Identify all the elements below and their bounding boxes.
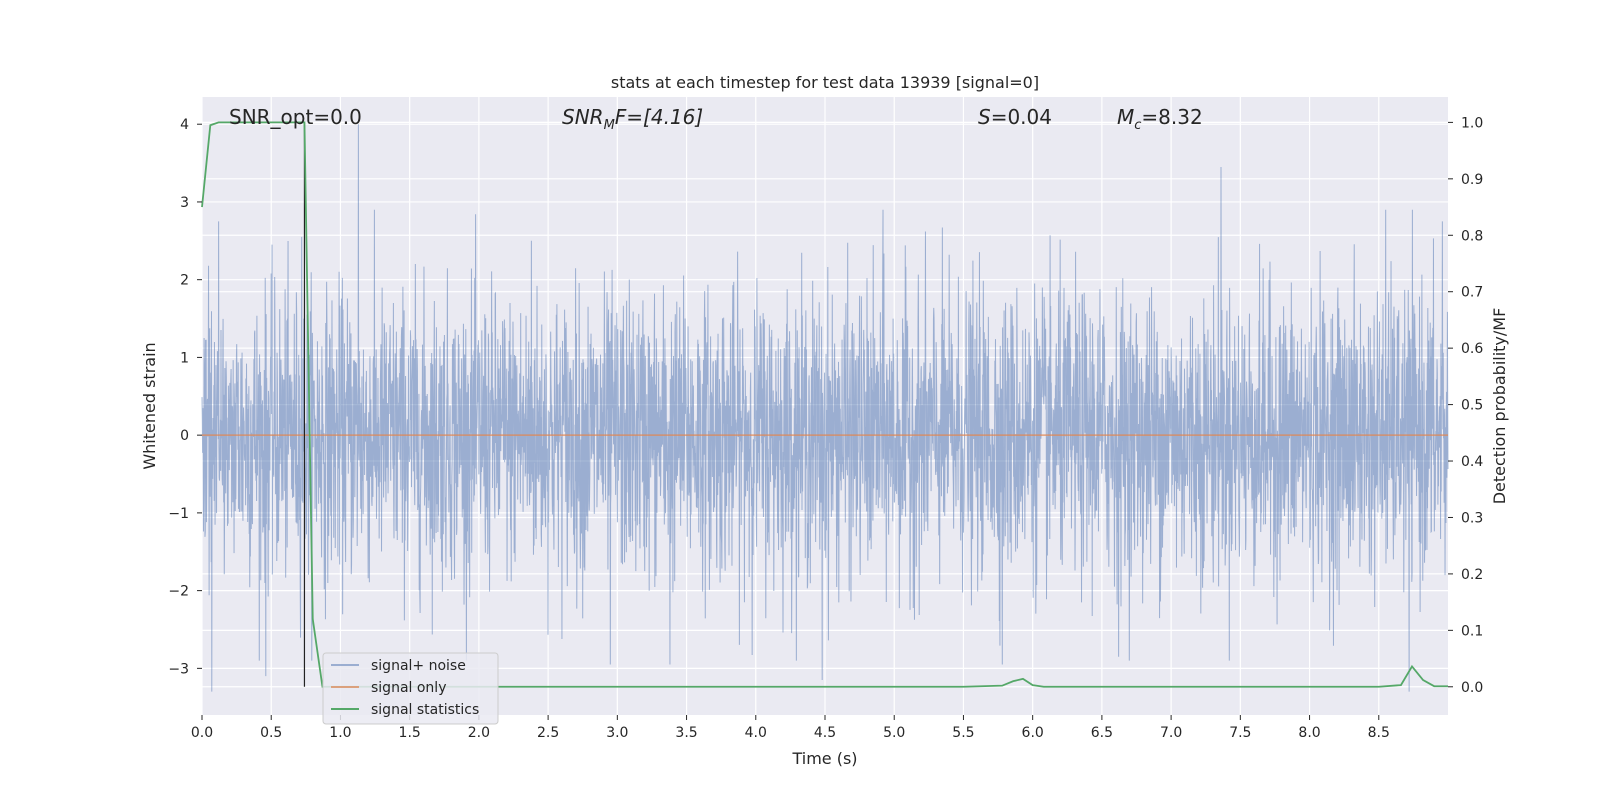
annotation-snr-mf: SNRMF=[4.16] [562,105,703,133]
y-left-tick-label-6: −2 [168,584,189,600]
annotation-snr-mf-sub: M [604,118,615,133]
annotation-mc-rest: =8.32 [1141,105,1202,129]
annotation-snr-opt: SNR_opt=0.0 [229,105,362,129]
x-tick-label-15: 7.5 [1229,725,1251,741]
annotation-mc-base: M [1117,105,1134,129]
x-tick-label-11: 5.5 [952,725,974,741]
x-tick-label-10: 5.0 [883,725,905,741]
y-right-tick-label-7: 0.3 [1461,510,1483,526]
y-right-tick-label-3: 0.7 [1461,285,1483,301]
x-tick-label-14: 7.0 [1160,725,1182,741]
y-left-tick-label-1: 3 [180,195,189,211]
x-tick-label-9: 4.5 [814,725,836,741]
x-tick-label-4: 2.0 [468,725,490,741]
y-left-tick-label-7: −3 [168,661,189,677]
x-tick-label-1: 0.5 [260,725,282,741]
x-axis-ticks: 0.0 0.5 1.0 1.5 2.0 2.5 3.0 3.5 4.0 4.5 5.0 5.5 6.0 6… [191,715,1390,741]
y-right-tick-label-5: 0.5 [1461,398,1483,414]
y-gridlines [202,121,1448,688]
y-left-tick-label-2: 2 [180,273,189,289]
x-tick-label-7: 3.5 [675,725,697,741]
y-right-tick-label-9: 0.1 [1461,623,1483,639]
y-right-tick-label-4: 0.6 [1461,341,1483,357]
annotation-s-rest: =0.04 [991,105,1052,129]
legend-label-signal-noise: signal+ noise [371,658,466,674]
x-tick-label-17: 8.5 [1368,725,1390,741]
x-tick-label-8: 4.0 [745,725,767,741]
x-tick-label-12: 6.0 [1022,725,1044,741]
y-right-tick-label-10: 0.0 [1461,680,1483,696]
x-tick-label-3: 1.5 [399,725,421,741]
y-left-tick-label-3: 1 [180,350,189,366]
x-tick-label-0: 0.0 [191,725,213,741]
signal-noise-series [201,124,1449,692]
y-axis-right-label: Detection probability/MF [1490,308,1509,505]
annotation-snr-mf-rest: F=[4.16] [615,105,703,129]
x-tick-label-16: 8.0 [1298,725,1320,741]
y-axis-left-ticks: 4 3 2 1 0 −1 −2 −3 [168,117,202,677]
y-axis-right-ticks: 1.0 0.9 0.8 0.7 0.6 0.5 0.4 0.3 0.2 0.1 0.0 [1448,115,1483,696]
y-right-tick-label-6: 0.4 [1461,454,1483,470]
series-signal-noise-line [201,124,1449,692]
series-signal-statistics-line [201,121,1448,688]
annotation-mc: Mc=8.32 [1117,105,1203,133]
annotation-s-italic: S [978,105,991,129]
x-tick-label-13: 6.5 [1091,725,1113,741]
y-right-tick-label-8: 0.2 [1461,567,1483,583]
annotation-mc-sub: c [1134,118,1141,133]
y-left-tick-label-5: −1 [168,506,189,522]
y-left-tick-label-4: 0 [180,428,189,444]
y-left-tick-label-0: 4 [180,117,189,133]
x-tick-label-5: 2.5 [537,725,559,741]
y-right-tick-label-2: 0.8 [1461,228,1483,244]
y-right-tick-label-1: 0.9 [1461,172,1483,188]
x-tick-label-2: 1.0 [329,725,351,741]
chart-title: stats at each timestep for test data 139… [611,73,1039,92]
legend: signal+ noise signal only signal statist… [322,652,499,725]
legend-label-signal-only: signal only [371,680,446,696]
x-axis-label: Time (s) [791,749,857,768]
legend-box [322,652,499,725]
annotation-s: S=0.04 [978,105,1052,129]
annotation-snr-mf-base: SNR [562,105,604,129]
y-axis-left-label: Whitened strain [140,342,159,469]
legend-label-signal-statistics: signal statistics [371,702,479,718]
x-tick-label-6: 3.0 [606,725,628,741]
series-lines [201,121,1448,688]
y-right-tick-label-0: 1.0 [1461,115,1483,131]
